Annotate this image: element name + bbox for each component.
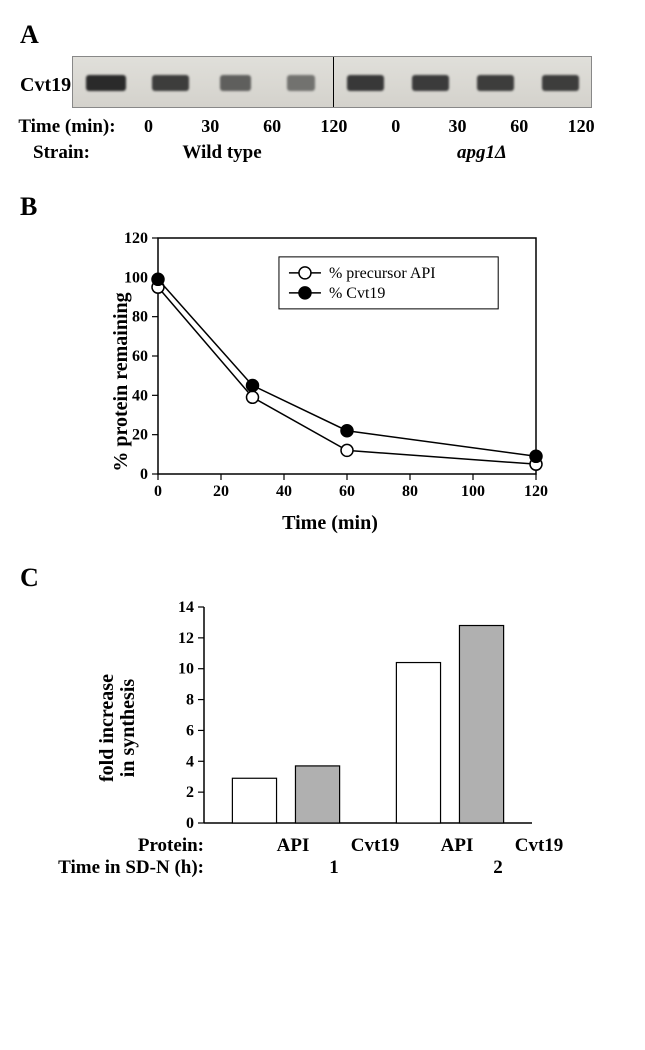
protein-group: APICvt19 <box>416 835 580 857</box>
chart-b-ylabel: % protein remaining <box>110 292 133 471</box>
line-chart: 0 20 40 60 80 100 120 0 20 40 60 80 100 120 % precurso… <box>110 228 550 508</box>
protein-group: APICvt19 <box>252 835 416 857</box>
chart-c-wrap: fold increase in synthesis 02468101214 P… <box>160 599 580 879</box>
svg-text:60: 60 <box>132 348 148 365</box>
lane-time: 30 <box>427 116 489 137</box>
svg-text:8: 8 <box>186 692 194 709</box>
panel-c-label: C <box>20 563 625 593</box>
blot-band <box>152 75 189 91</box>
lane-time: 120 <box>303 116 365 137</box>
svg-text:80: 80 <box>402 483 418 500</box>
svg-text:120: 120 <box>124 230 148 247</box>
svg-text:20: 20 <box>132 427 148 444</box>
svg-text:100: 100 <box>461 483 485 500</box>
western-blot <box>72 56 592 108</box>
lane-time: 30 <box>179 116 241 137</box>
blot-band <box>542 75 579 91</box>
lane-times: 0306012003060120 <box>118 116 612 137</box>
chart-b-xlabel: Time (min) <box>110 512 550 535</box>
time-labels: 12 <box>252 857 580 879</box>
svg-text:20: 20 <box>213 483 229 500</box>
bar-chart: 0 2 4 6 8 10 12 14 <box>160 599 540 829</box>
svg-text:% precursor API: % precursor API <box>329 265 436 282</box>
strain-labels: Wild typeapg1Δ <box>92 142 612 164</box>
panel-c-bottom-rows: Protein: APICvt19APICvt19 Time in SD-N (… <box>160 835 580 879</box>
chart-c-ylabel: fold increase in synthesis <box>97 674 139 782</box>
panel-b-label: B <box>20 192 625 222</box>
svg-text:10: 10 <box>178 661 194 678</box>
lane-time: 60 <box>241 116 303 137</box>
blot-divider <box>333 57 334 107</box>
lane-time: 60 <box>488 116 550 137</box>
svg-text:6: 6 <box>186 722 194 739</box>
svg-text:0: 0 <box>140 466 148 483</box>
blot-band <box>347 75 385 91</box>
svg-text:12: 12 <box>178 630 194 647</box>
svg-text:40: 40 <box>132 387 148 404</box>
protein-labels: APICvt19APICvt19 <box>252 835 580 857</box>
svg-text:60: 60 <box>339 483 355 500</box>
svg-text:0: 0 <box>154 483 162 500</box>
time-label: 2 <box>416 857 580 879</box>
panel-a: A Cvt19 Time (min): 0306012003060120 Str… <box>20 20 625 164</box>
protein-label: API <box>252 835 334 857</box>
strain-axis-label: Strain: <box>0 142 90 164</box>
svg-text:14: 14 <box>178 599 194 616</box>
chart-b-wrap: % protein remaining 0 20 40 60 80 100 120 0 20 40… <box>110 228 625 535</box>
svg-text:2: 2 <box>186 784 194 801</box>
svg-text:40: 40 <box>276 483 292 500</box>
time-axis-label: Time (min): <box>0 116 116 138</box>
panel-b: B % protein remaining 0 20 40 60 80 100 120 0 20… <box>20 192 625 535</box>
panel-c: C fold increase in synthesis 02468101214… <box>20 563 625 879</box>
blot-band <box>220 75 251 91</box>
panel-a-time-row: Time (min): 0306012003060120 <box>72 116 612 138</box>
svg-text:0: 0 <box>186 815 194 829</box>
time-label: 1 <box>252 857 416 879</box>
protein-row: Protein: APICvt19APICvt19 <box>160 835 580 857</box>
svg-text:100: 100 <box>124 269 148 286</box>
blot-row-label: Cvt19 <box>20 74 71 97</box>
svg-text:% Cvt19: % Cvt19 <box>329 285 385 302</box>
protein-label: Cvt19 <box>334 835 416 857</box>
svg-text:4: 4 <box>186 753 194 770</box>
blot-band <box>86 75 126 91</box>
time-row: Time in SD-N (h): 12 <box>160 857 580 879</box>
panel-a-strain-row: Strain: Wild typeapg1Δ <box>72 142 612 164</box>
protein-label: Cvt19 <box>498 835 580 857</box>
lane-time: 0 <box>118 116 180 137</box>
blot-wrap: Cvt19 Time (min): 0306012003060120 Strai… <box>72 56 612 164</box>
protein-label: API <box>416 835 498 857</box>
blot-band <box>412 75 449 91</box>
lane-time: 0 <box>365 116 427 137</box>
time-axis-label-c: Time in SD-N (h): <box>35 857 204 879</box>
svg-text:120: 120 <box>524 483 548 500</box>
blot-band <box>477 75 514 91</box>
panel-a-label: A <box>20 20 625 50</box>
strain-label: apg1Δ <box>352 142 612 164</box>
lane-time: 120 <box>550 116 612 137</box>
strain-label: Wild type <box>92 142 352 164</box>
svg-text:80: 80 <box>132 309 148 326</box>
protein-axis-label: Protein: <box>35 835 204 857</box>
blot-band <box>287 75 315 91</box>
